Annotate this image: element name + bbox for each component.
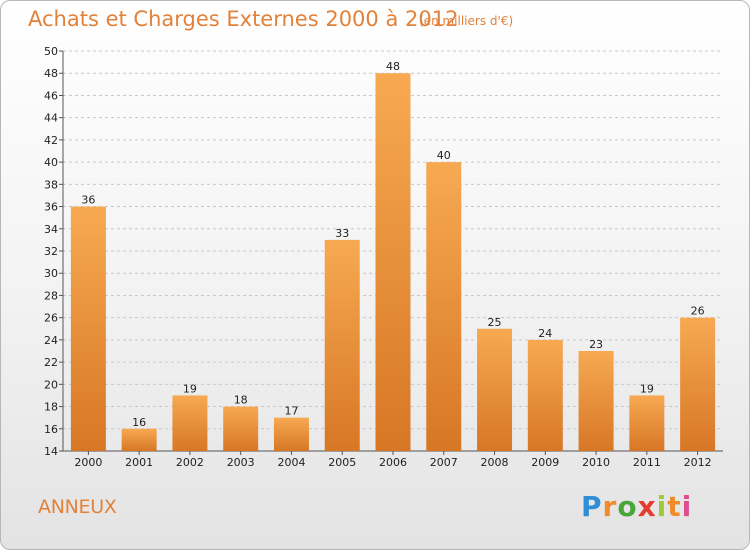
bar: [578, 351, 614, 451]
x-tick-label: 2009: [531, 456, 559, 469]
x-tick-label: 2008: [481, 456, 509, 469]
bar: [477, 328, 513, 451]
logo-letter: t: [667, 490, 682, 523]
chart-title: Achats et Charges Externes 2000 à 2012: [28, 7, 459, 31]
x-tick-label: 2012: [684, 456, 712, 469]
proxiti-logo: Proxiti: [581, 490, 692, 523]
bar: [70, 206, 106, 451]
x-tick-label: 2002: [176, 456, 204, 469]
bar: [629, 395, 665, 451]
y-tick-label: 42: [44, 134, 58, 147]
bar: [426, 162, 462, 451]
x-tick-label: 2007: [430, 456, 458, 469]
data-label: 23: [589, 338, 603, 351]
data-label: 48: [386, 60, 400, 73]
x-tick-label: 2004: [277, 456, 305, 469]
axes: 14 16 18 20 22 24 26 28 30 32 34 36 38 40 42 44 46 48 50 20…: [44, 45, 723, 469]
data-label: 19: [640, 382, 654, 395]
data-label: 19: [183, 382, 197, 395]
y-tick-label: 48: [44, 67, 58, 80]
data-label: 16: [132, 416, 146, 429]
bar: [527, 339, 563, 451]
x-tick-label: 2005: [328, 456, 356, 469]
bar: [680, 317, 716, 451]
y-tick-label: 50: [44, 45, 58, 58]
y-tick-label: 30: [44, 267, 58, 280]
y-tick-label: 44: [44, 112, 58, 125]
y-tick-label: 32: [44, 245, 58, 258]
logo-letter: i: [681, 490, 693, 523]
y-tick-label: 34: [44, 223, 58, 236]
y-tick-label: 40: [44, 156, 58, 169]
x-tick-label: 2006: [379, 456, 407, 469]
bar: [273, 417, 309, 451]
y-tick-label: 14: [44, 445, 58, 458]
bar: [223, 406, 259, 451]
data-label: 18: [234, 394, 248, 407]
value-labels: 36 16 19 18 17 33 48 40 25 24 23 19 26: [81, 60, 704, 429]
data-label: 26: [691, 305, 705, 318]
x-tick-label: 2010: [582, 456, 610, 469]
commune-name: ANNEUX: [38, 496, 117, 518]
data-label: 17: [284, 405, 298, 418]
data-label: 25: [488, 316, 502, 329]
chart-unit: (en milliers d'€): [419, 14, 514, 28]
y-tick-label: 16: [44, 423, 58, 436]
x-tick-label: 2003: [227, 456, 255, 469]
data-label: 40: [437, 149, 451, 162]
data-label: 24: [538, 327, 552, 340]
logo-letter: P: [581, 490, 603, 523]
data-label: 36: [81, 194, 95, 207]
logo-letter: r: [602, 490, 618, 523]
bar: [324, 239, 360, 451]
logo-letter: x: [637, 490, 657, 523]
bar: [121, 428, 157, 451]
x-tick-label: 2001: [125, 456, 153, 469]
y-tick-label: 26: [44, 312, 58, 325]
y-tick-label: 46: [44, 89, 58, 102]
bar: [375, 73, 411, 451]
bar: [172, 395, 208, 451]
x-tick-label: 2011: [633, 456, 661, 469]
y-tick-label: 20: [44, 378, 58, 391]
y-tick-label: 28: [44, 289, 58, 302]
logo-letter: o: [617, 490, 638, 523]
data-label: 33: [335, 227, 349, 240]
logo-letter: i: [656, 490, 668, 523]
y-tick-label: 22: [44, 356, 58, 369]
bars: [70, 73, 716, 451]
x-tick-label: 2000: [74, 456, 102, 469]
y-tick-label: 18: [44, 401, 58, 414]
y-tick-label: 38: [44, 178, 58, 191]
y-tick-label: 36: [44, 201, 58, 214]
y-tick-label: 24: [44, 334, 58, 347]
